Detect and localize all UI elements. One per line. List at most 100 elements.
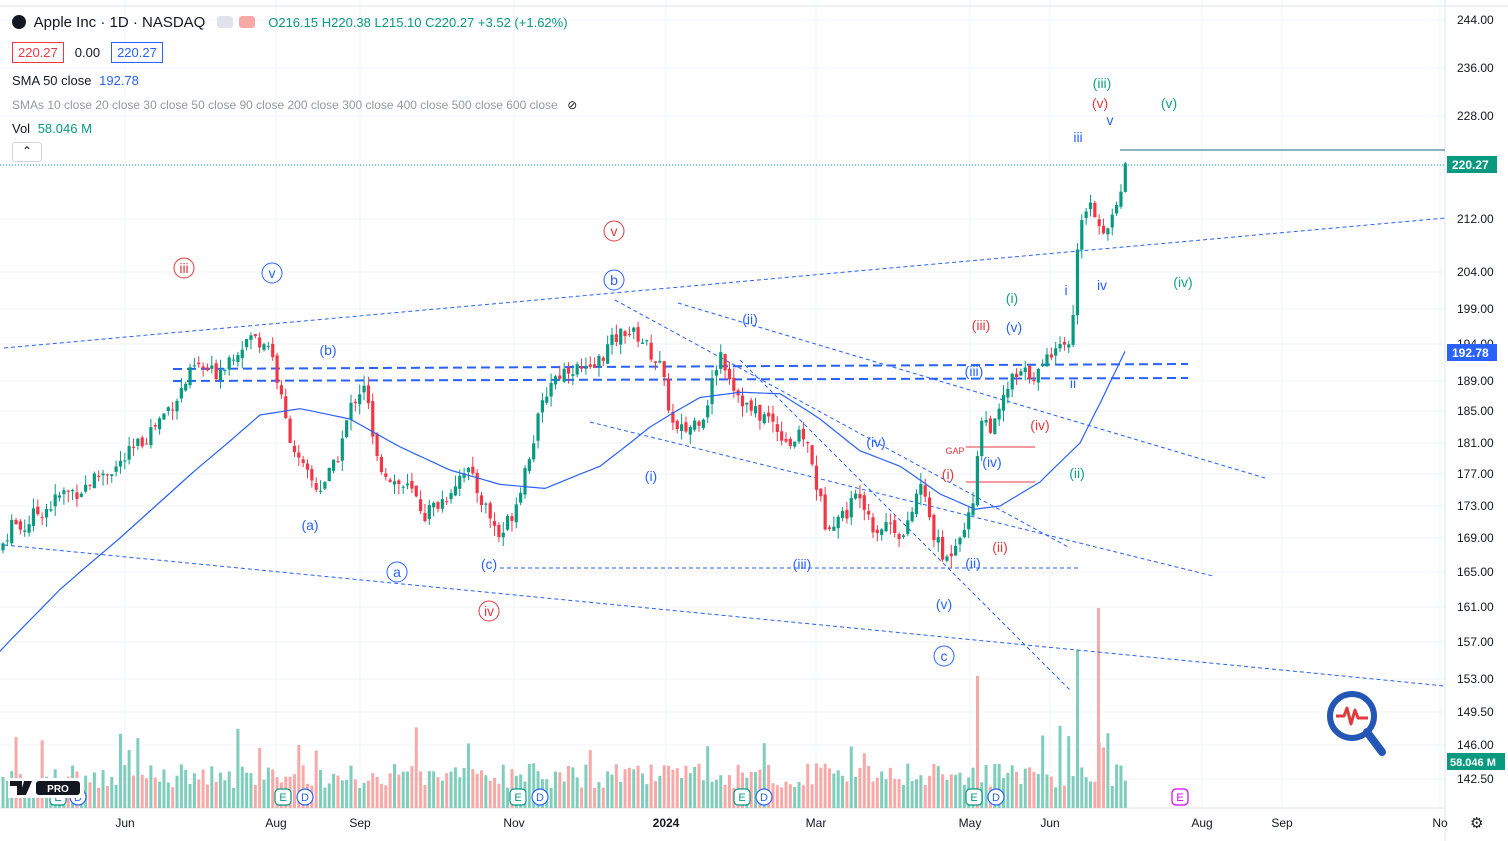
wave-label: (v) bbox=[1161, 95, 1177, 111]
candlesticks bbox=[1, 161, 1127, 568]
volume-bar bbox=[906, 763, 910, 808]
buy-price-box[interactable]: 220.27 bbox=[111, 42, 163, 63]
volume-bar bbox=[1071, 776, 1075, 808]
candle-body bbox=[649, 342, 653, 360]
wave-label: GAP bbox=[945, 446, 964, 456]
candle-body bbox=[475, 472, 479, 494]
sma50-legend[interactable]: SMA 50 close 192.78 bbox=[12, 73, 139, 88]
price-tick-label: 212.00 bbox=[1457, 212, 1494, 226]
earnings-marker-label: E bbox=[54, 792, 61, 804]
candle-body bbox=[849, 498, 853, 518]
symbol-title[interactable]: Apple Inc · 1D · NASDAQ bbox=[33, 14, 206, 31]
compare-icon[interactable] bbox=[238, 16, 255, 28]
candle-body bbox=[880, 529, 884, 535]
wave-label: b bbox=[610, 272, 618, 288]
volume-bar bbox=[184, 769, 188, 808]
volume-bar bbox=[893, 778, 897, 808]
volume-bar bbox=[693, 766, 697, 808]
sell-price-box[interactable]: 220.27 bbox=[12, 42, 64, 63]
candle-body bbox=[697, 421, 701, 426]
volume-bar bbox=[323, 787, 327, 808]
logo-pro-text: PRO bbox=[47, 784, 69, 795]
dividend-marker-label: D bbox=[992, 792, 1000, 804]
volume-bar bbox=[958, 772, 962, 808]
candle-body bbox=[1010, 373, 1014, 390]
trend-line bbox=[589, 421, 1214, 577]
candle-body bbox=[501, 532, 505, 538]
volume-bar bbox=[784, 781, 788, 808]
volume-bar bbox=[114, 784, 118, 808]
volume-bar bbox=[432, 771, 436, 808]
gear-icon[interactable]: ⚙ bbox=[1470, 815, 1484, 832]
candle-body bbox=[1062, 341, 1066, 345]
volume-bar bbox=[932, 763, 936, 808]
hidden-eye-icon[interactable]: ⊘ bbox=[567, 98, 578, 112]
candle-body bbox=[92, 473, 96, 489]
candle-body bbox=[449, 493, 453, 500]
volume-bar bbox=[527, 763, 531, 808]
candle-body bbox=[632, 327, 636, 332]
candle-body bbox=[40, 517, 44, 519]
candle-body bbox=[806, 442, 810, 444]
candle-body bbox=[1071, 314, 1075, 345]
price-tick-label: 177.00 bbox=[1457, 467, 1494, 481]
close-value: C220.27 bbox=[425, 15, 475, 30]
candle-body bbox=[110, 474, 114, 477]
volume-bar bbox=[105, 785, 109, 808]
vol-value: 58.046 M bbox=[37, 121, 92, 136]
volume-bar bbox=[188, 784, 192, 808]
wave-label: (iii) bbox=[1093, 75, 1112, 91]
volume-bar bbox=[1080, 767, 1084, 808]
volume-bar bbox=[123, 765, 127, 808]
candle-body bbox=[123, 460, 127, 462]
smas-legend[interactable]: SMAs 10 close 20 close 30 close 50 close… bbox=[12, 97, 577, 112]
volume-bar bbox=[475, 773, 479, 808]
volume-bar bbox=[775, 785, 779, 808]
candle-body bbox=[597, 355, 601, 367]
candle-body bbox=[258, 337, 262, 348]
time-tick-label: Jun bbox=[1040, 816, 1059, 830]
volume-bar bbox=[928, 775, 932, 808]
volume-bar bbox=[762, 743, 766, 808]
candle-body bbox=[397, 480, 401, 485]
volume-bar bbox=[375, 776, 379, 808]
candle-body bbox=[105, 474, 109, 476]
magnifier-pulse-icon[interactable] bbox=[1326, 690, 1388, 758]
volume-bar bbox=[801, 785, 805, 808]
collapse-legend-button[interactable]: ⌃ bbox=[12, 142, 42, 162]
candle-body bbox=[1045, 354, 1049, 367]
candle-body bbox=[127, 446, 131, 460]
volume-bar bbox=[162, 769, 166, 808]
volume-bar bbox=[828, 768, 831, 808]
price-tick-label: 189.00 bbox=[1457, 374, 1494, 388]
candle-body bbox=[144, 443, 149, 445]
eye-toggle-icon[interactable] bbox=[216, 16, 233, 28]
wave-label: (ii) bbox=[965, 555, 981, 571]
candle-body bbox=[275, 355, 279, 383]
candle-body bbox=[584, 366, 588, 369]
candle-body bbox=[140, 437, 144, 447]
volume-bar bbox=[954, 774, 958, 808]
tradingview-logo[interactable]: PRO bbox=[8, 778, 84, 798]
volume-bar bbox=[1041, 735, 1045, 808]
candle-body bbox=[941, 536, 945, 560]
candle-body bbox=[345, 420, 349, 438]
volume-bar bbox=[466, 743, 470, 808]
candle-body bbox=[1123, 163, 1127, 192]
dividend-marker-label: D bbox=[301, 792, 309, 804]
candle-body bbox=[153, 425, 157, 427]
candle-body bbox=[432, 502, 436, 508]
volume-bar bbox=[223, 780, 227, 808]
candle-body bbox=[932, 514, 936, 541]
candle-body bbox=[53, 494, 57, 507]
candle-body bbox=[814, 465, 819, 490]
wave-label: (iv) bbox=[866, 434, 885, 450]
volume-bar bbox=[575, 777, 579, 808]
volume-legend[interactable]: Vol 58.046 M bbox=[12, 121, 92, 136]
candle-body bbox=[136, 438, 140, 446]
candle-body bbox=[440, 499, 444, 509]
candle-body bbox=[401, 486, 405, 488]
candle-body bbox=[888, 522, 892, 524]
candle-body bbox=[688, 426, 692, 435]
